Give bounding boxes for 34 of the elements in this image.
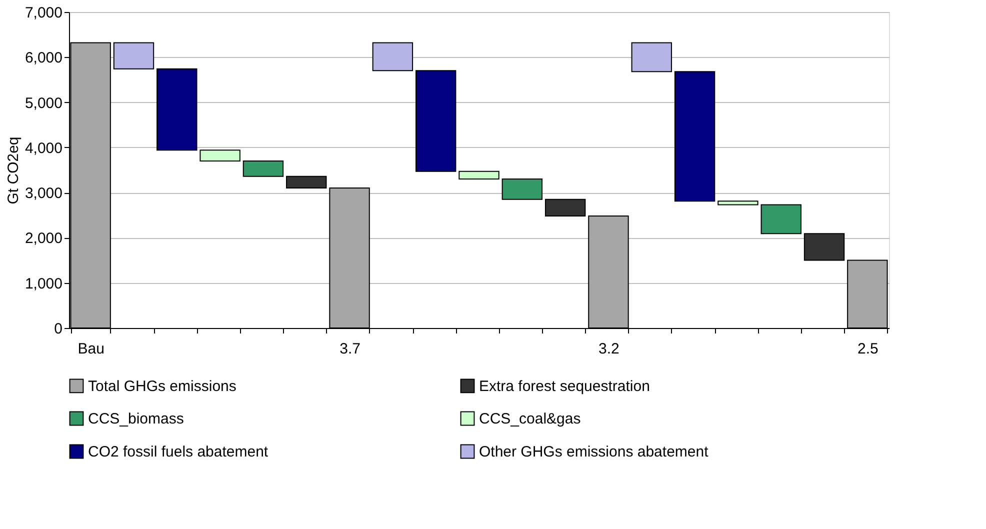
bar (674, 71, 716, 202)
bar (200, 150, 240, 162)
bar (804, 233, 845, 261)
bar (415, 70, 456, 172)
bar (718, 200, 758, 206)
y-tick-label: 6,000 (24, 50, 62, 67)
y-tick-label: 4,000 (24, 140, 62, 157)
bar (631, 42, 672, 72)
legend-label: CCS_coal&gas (479, 410, 581, 428)
y-tick-label: 1,000 (24, 275, 62, 292)
bar (372, 42, 414, 72)
bar (113, 42, 154, 70)
bar (458, 170, 500, 180)
legend-label: CCS_biomass (88, 410, 184, 428)
bar (242, 160, 284, 177)
y-tick-label: 2,000 (24, 230, 62, 248)
legend-label: Total GHGs emissions (88, 378, 236, 395)
x-tick-label: 2.5 (857, 340, 878, 358)
y-tick-label: 3,000 (24, 185, 62, 202)
y-tick-label: 5,000 (24, 94, 62, 112)
x-tick-label: Bau (78, 340, 104, 358)
y-tick-label: 0 (54, 320, 62, 338)
bar (156, 68, 198, 151)
legend-label: CO2 fossil fuels abatement (88, 444, 269, 460)
legend-label: Extra forest sequestration (479, 378, 650, 395)
legend-label: Other GHGs emissions abatement (479, 444, 710, 460)
bar (502, 178, 543, 200)
x-tick-label: 3.2 (598, 340, 620, 358)
bar (544, 198, 586, 217)
y-axis-title: Gt CO2eq (4, 136, 22, 204)
bar (760, 204, 802, 234)
x-tick-label: 3.7 (340, 340, 360, 358)
y-tick-label: 7,000 (24, 4, 62, 22)
bar (286, 176, 327, 189)
